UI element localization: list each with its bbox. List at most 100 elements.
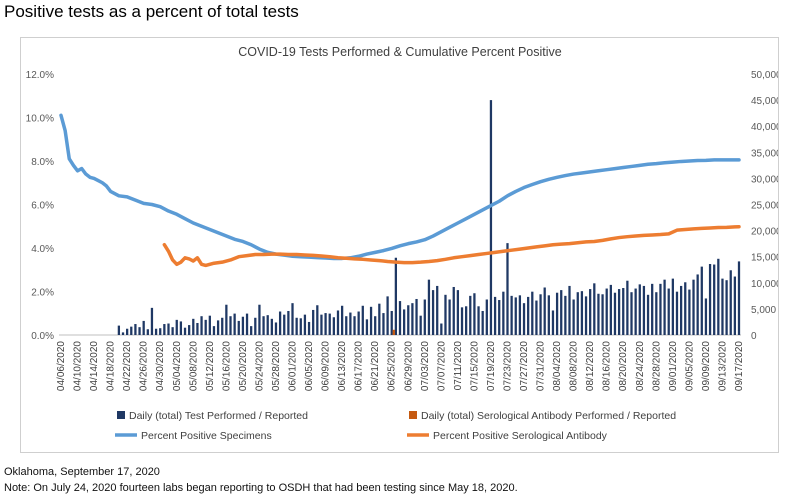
test-bar [572, 299, 575, 335]
test-bar [159, 328, 162, 335]
x-tick-label: 08/12/2020 [585, 341, 596, 391]
x-tick-label: 04/14/2020 [89, 341, 100, 391]
test-bar [402, 309, 406, 335]
test-bar [498, 300, 501, 335]
test-bar [357, 311, 360, 335]
test-bar [733, 276, 737, 335]
test-bar [324, 313, 327, 335]
x-tick-label: 06/29/2020 [403, 341, 414, 391]
test-bar [167, 323, 170, 335]
test-bar [204, 319, 207, 335]
test-bar [270, 318, 273, 335]
test-bar [208, 315, 211, 335]
y-right-tick-label: 50,000 [751, 70, 778, 81]
test-bar [245, 313, 249, 335]
x-tick-label: 06/25/2020 [387, 341, 398, 391]
test-bar [704, 298, 708, 335]
test-bar [510, 295, 513, 335]
test-bar [283, 314, 286, 335]
x-tick-label: 08/16/2020 [602, 341, 613, 391]
x-tick-label: 04/18/2020 [106, 341, 117, 391]
test-bar [427, 279, 431, 335]
test-bar [465, 306, 468, 335]
test-bar [584, 296, 588, 335]
x-tick-label: 09/01/2020 [668, 341, 679, 391]
x-tick-label: 05/28/2020 [271, 341, 282, 391]
test-bar [229, 316, 232, 335]
test-bar [121, 332, 125, 335]
y-right-tick-label: 15,000 [751, 253, 778, 264]
test-bar [717, 258, 720, 335]
legend-swatch [409, 411, 417, 419]
x-tick-label: 05/24/2020 [254, 341, 265, 391]
test-bar [564, 295, 567, 335]
page-title: Positive tests as a percent of total tes… [4, 2, 299, 21]
test-bar [481, 310, 484, 335]
test-bar [721, 278, 724, 335]
x-tick-label: 05/08/2020 [188, 341, 199, 391]
legend-label: Daily (total) Serological Antibody Perfo… [421, 410, 676, 422]
legend-label: Daily (total) Test Performed / Reported [129, 410, 308, 422]
test-bar [295, 317, 298, 335]
test-bar [192, 318, 195, 335]
x-tick-label: 07/23/2020 [502, 341, 513, 391]
test-bar [684, 282, 687, 335]
test-bar [580, 291, 584, 335]
test-bar [543, 287, 546, 335]
test-bar [688, 289, 691, 335]
y-right-tick-label: 45,000 [751, 96, 778, 107]
test-bar [679, 285, 683, 335]
test-bar [555, 292, 559, 335]
x-tick-label: 06/09/2020 [321, 341, 332, 391]
test-bar [299, 318, 302, 335]
test-bar [593, 283, 596, 335]
test-bar [531, 291, 534, 335]
x-tick-label: 06/13/2020 [337, 341, 348, 391]
x-tick-label: 07/11/2020 [453, 341, 464, 391]
legend-label: Percent Positive Serological Antibody [433, 430, 608, 442]
test-bar [477, 306, 480, 335]
y-right-tick-label: 30,000 [751, 174, 778, 185]
test-bar [663, 279, 666, 335]
test-bar [336, 310, 340, 335]
x-tick-label: 07/07/2020 [436, 341, 447, 391]
test-bar [365, 319, 369, 335]
x-tick-label: 07/03/2020 [420, 341, 431, 391]
percent-positive-specimens-line [59, 113, 741, 261]
source-note: Oklahoma, September 17, 2020 [4, 466, 160, 478]
x-tick-label: 07/31/2020 [536, 341, 547, 391]
x-tick-label: 09/13/2020 [717, 341, 728, 391]
serology-bar [392, 329, 395, 335]
covid-tests-chart: COVID-19 Tests Performed & Cumulative Pe… [26, 45, 778, 442]
test-bar [576, 292, 579, 335]
test-bar [278, 311, 282, 335]
x-tick-label: 07/15/2020 [469, 341, 480, 391]
x-tick-label: 08/20/2020 [618, 341, 629, 391]
test-bar [634, 288, 637, 335]
test-bar [328, 313, 331, 335]
test-bar [419, 315, 422, 335]
y-right-tick-label: 25,000 [751, 201, 778, 212]
test-bar [266, 315, 269, 335]
test-bar [522, 303, 526, 335]
x-tick-label: 05/12/2020 [205, 341, 216, 391]
test-bar [369, 306, 373, 335]
test-bar [361, 305, 364, 335]
y-right-tick-label: 0 [751, 331, 757, 342]
y-right-tick-label: 20,000 [751, 227, 778, 238]
test-bar [737, 261, 741, 335]
test-bar [589, 289, 592, 335]
test-bar [518, 295, 522, 335]
test-bar [551, 310, 555, 335]
test-bar [394, 257, 398, 335]
x-tick-label: 09/05/2020 [684, 341, 695, 391]
x-tick-label: 09/17/2020 [734, 341, 745, 391]
test-bar [179, 321, 183, 335]
test-bar [212, 326, 216, 335]
test-bar [117, 325, 121, 335]
test-bar [130, 326, 133, 335]
percent-positive-serology-line [162, 224, 741, 268]
test-bar [638, 284, 641, 335]
test-bar [506, 243, 509, 335]
test-bar [440, 323, 443, 335]
